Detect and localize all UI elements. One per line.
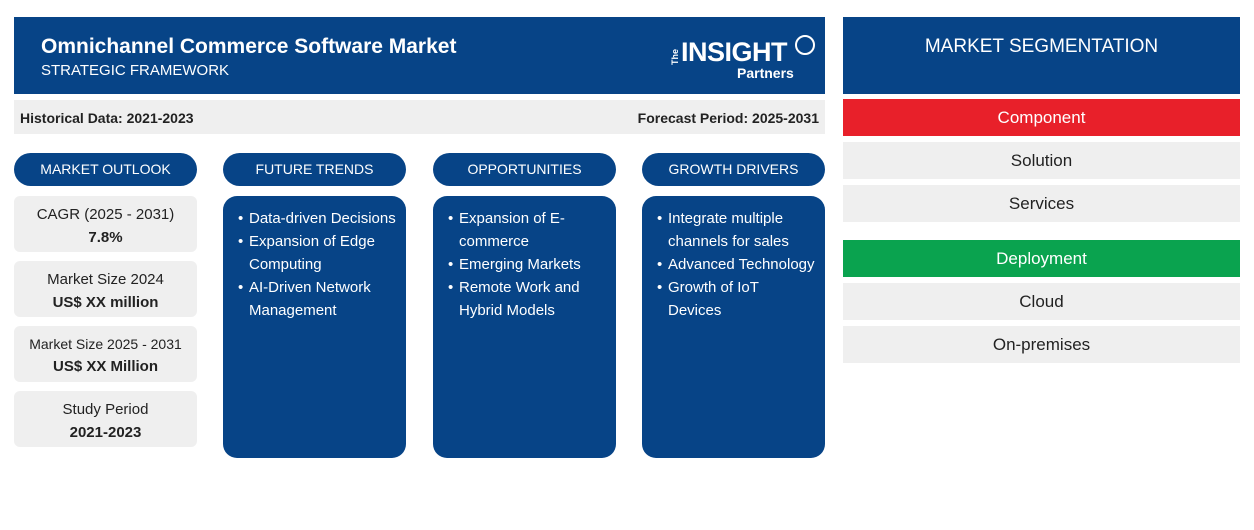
segment-component-header: Component	[843, 99, 1240, 136]
list-item: Remote Work and Hybrid Models	[448, 276, 606, 322]
outlook-value: US$ XX million	[52, 294, 159, 311]
outlook-cagr-box: CAGR (2025 - 2031) 7.8%	[14, 196, 197, 252]
segment-item-on-premises: On-premises	[843, 326, 1240, 363]
outlook-market-size-2024-box: Market Size 2024 US$ XX million	[14, 261, 197, 317]
segment-item-services: Services	[843, 185, 1240, 222]
outlook-label: Market Size 2024	[47, 271, 164, 288]
forecast-period-label: Forecast Period: 2025-2031	[637, 110, 819, 126]
outlook-value: 7.8%	[88, 229, 123, 246]
outlook-label: CAGR (2025 - 2031)	[36, 206, 175, 223]
segment-item-solution: Solution	[843, 142, 1240, 179]
logo-the-text: The	[670, 48, 680, 65]
market-outlook-pill: MARKET OUTLOOK	[14, 153, 197, 186]
outlook-label: Market Size 2025 - 2031	[29, 336, 182, 352]
insight-partners-logo: The INSIGHT Partners	[667, 31, 817, 85]
outlook-market-size-forecast-box: Market Size 2025 - 2031 US$ XX Million	[14, 326, 197, 382]
logo-partners-text: Partners	[737, 65, 794, 81]
list-item: Data-driven Decisions	[238, 207, 396, 230]
list-item: Integrate multiple channels for sales	[657, 207, 815, 253]
page-subtitle: STRATEGIC FRAMEWORK	[41, 62, 230, 79]
segment-item-cloud: Cloud	[843, 283, 1240, 320]
market-segmentation-header: MARKET SEGMENTATION	[843, 17, 1240, 94]
list-item: AI-Driven Network Management	[238, 276, 396, 322]
page-title: Omnichannel Commerce Software Market	[41, 35, 457, 58]
growth-drivers-pill: GROWTH DRIVERS	[642, 153, 825, 186]
historical-data-label: Historical Data: 2021-2023	[20, 110, 194, 126]
outlook-value: 2021-2023	[69, 424, 142, 441]
outlook-value: US$ XX Million	[52, 358, 158, 375]
list-item: Expansion of Edge Computing	[238, 230, 396, 276]
header-banner: Omnichannel Commerce Software Market STR…	[14, 17, 825, 94]
list-item: Growth of IoT Devices	[657, 276, 815, 322]
segment-deployment-header: Deployment	[843, 240, 1240, 277]
future-trends-pill: FUTURE TRENDS	[223, 153, 406, 186]
logo-insight-text: INSIGHT	[681, 37, 788, 67]
list-item: Advanced Technology	[657, 253, 815, 276]
opportunities-box: Expansion of E-commerce Emerging Markets…	[433, 196, 616, 458]
outlook-study-period-box: Study Period 2021-2023	[14, 391, 197, 447]
outlook-label: Study Period	[62, 401, 149, 418]
period-bar: Historical Data: 2021-2023 Forecast Peri…	[14, 100, 825, 134]
logo-ring-icon	[795, 35, 815, 55]
future-trends-box: Data-driven Decisions Expansion of Edge …	[223, 196, 406, 458]
growth-drivers-box: Integrate multiple channels for sales Ad…	[642, 196, 825, 458]
list-item: Emerging Markets	[448, 253, 606, 276]
list-item: Expansion of E-commerce	[448, 207, 606, 253]
opportunities-pill: OPPORTUNITIES	[433, 153, 616, 186]
